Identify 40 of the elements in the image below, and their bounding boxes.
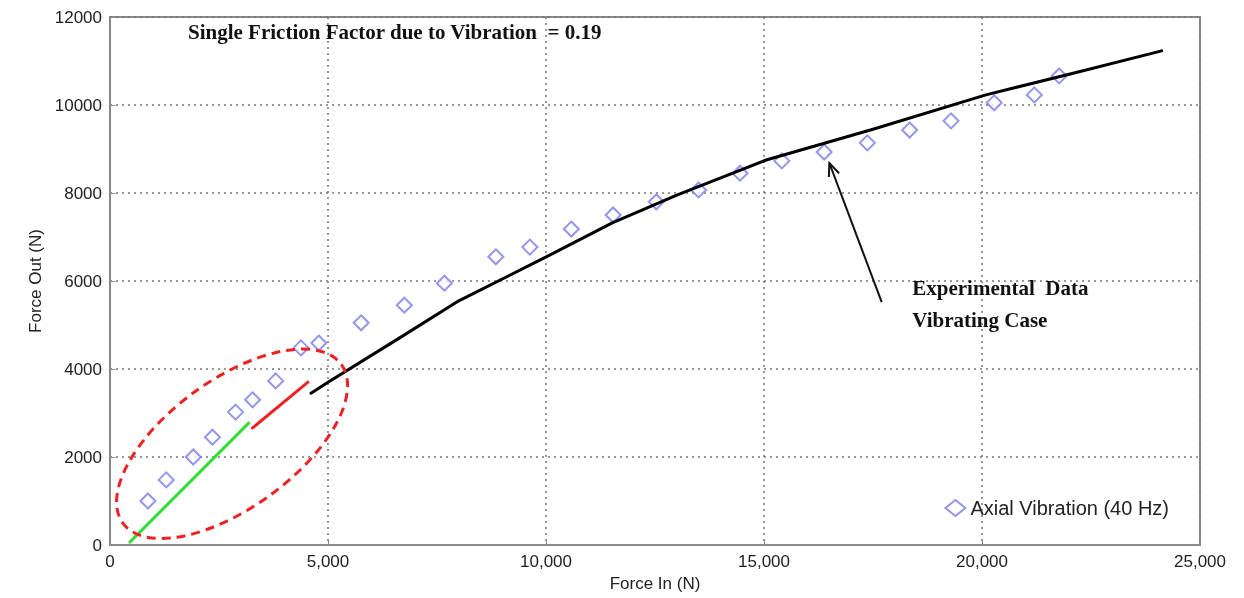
- point: [203, 428, 221, 446]
- point: [267, 372, 285, 390]
- x-tick-label: 5,000: [306, 552, 350, 571]
- y-tick-label: 10000: [54, 95, 102, 115]
- point: [352, 314, 370, 332]
- point: [310, 334, 328, 352]
- y-tick-label: 12000: [54, 7, 102, 27]
- chart-title: Single Friction Factor due to Vibration = 0.19: [188, 19, 602, 44]
- point: [435, 274, 453, 292]
- x-tick-label: 20,000: [956, 552, 1008, 571]
- x-tick-label: 0: [105, 552, 115, 571]
- point: [139, 492, 157, 510]
- point: [395, 296, 413, 314]
- point: [942, 112, 960, 130]
- point: [901, 121, 919, 139]
- x-tick-label: 10,000: [520, 552, 572, 571]
- point: [227, 403, 245, 421]
- point: [244, 391, 262, 409]
- x-axis-title: Force In (N): [609, 573, 701, 593]
- point: [815, 143, 833, 161]
- y-tick-label: 8000: [64, 183, 102, 203]
- point: [487, 248, 505, 266]
- y-tick-label: 6000: [64, 271, 102, 291]
- y-tick-label: 2000: [64, 447, 102, 467]
- point: [521, 238, 539, 256]
- point: [562, 220, 580, 238]
- y-tick-label: 0: [92, 535, 102, 555]
- annotation: Experimental Data Vibrating Case: [912, 276, 1089, 333]
- point: [1025, 86, 1043, 104]
- y-axis-title: Force Out (N): [25, 229, 45, 333]
- legend-label: Axial Vibration (40 Hz): [970, 497, 1170, 519]
- point: [858, 134, 876, 152]
- line-series: [309, 49, 1164, 395]
- y-tick-label: 4000: [64, 359, 102, 379]
- x-tick-label: 25,000: [1174, 552, 1226, 571]
- point: [184, 448, 202, 466]
- point: [985, 94, 1003, 112]
- x-tick-label: 15,000: [738, 552, 790, 571]
- point: [604, 206, 622, 224]
- point: [157, 471, 175, 489]
